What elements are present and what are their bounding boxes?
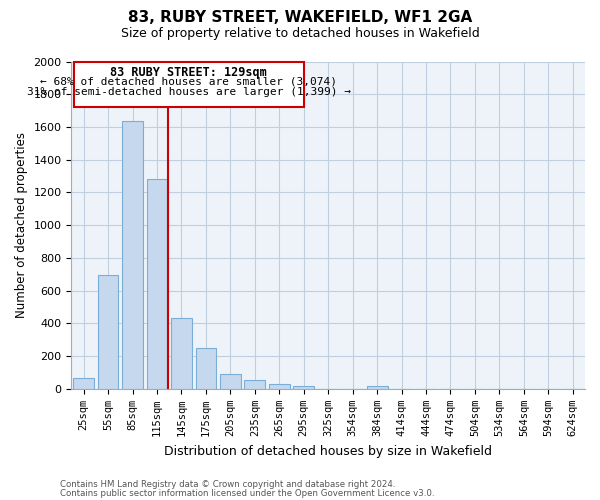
X-axis label: Distribution of detached houses by size in Wakefield: Distribution of detached houses by size … bbox=[164, 444, 492, 458]
Bar bbox=[367, 386, 388, 389]
Bar bbox=[171, 318, 192, 389]
Text: Contains HM Land Registry data © Crown copyright and database right 2024.: Contains HM Land Registry data © Crown c… bbox=[60, 480, 395, 489]
Bar bbox=[269, 384, 290, 389]
FancyBboxPatch shape bbox=[74, 62, 304, 108]
Text: 31% of semi-detached houses are larger (1,399) →: 31% of semi-detached houses are larger (… bbox=[27, 87, 351, 97]
Y-axis label: Number of detached properties: Number of detached properties bbox=[15, 132, 28, 318]
Text: ← 68% of detached houses are smaller (3,074): ← 68% of detached houses are smaller (3,… bbox=[40, 76, 337, 86]
Bar bbox=[122, 122, 143, 389]
Bar bbox=[73, 378, 94, 389]
Bar bbox=[220, 374, 241, 389]
Text: Size of property relative to detached houses in Wakefield: Size of property relative to detached ho… bbox=[121, 28, 479, 40]
Bar bbox=[244, 380, 265, 389]
Bar bbox=[293, 386, 314, 389]
Bar bbox=[98, 275, 118, 389]
Bar bbox=[196, 348, 217, 389]
Text: Contains public sector information licensed under the Open Government Licence v3: Contains public sector information licen… bbox=[60, 488, 434, 498]
Text: 83, RUBY STREET, WAKEFIELD, WF1 2GA: 83, RUBY STREET, WAKEFIELD, WF1 2GA bbox=[128, 10, 472, 25]
Bar bbox=[146, 178, 167, 389]
Text: 83 RUBY STREET: 129sqm: 83 RUBY STREET: 129sqm bbox=[110, 66, 267, 78]
